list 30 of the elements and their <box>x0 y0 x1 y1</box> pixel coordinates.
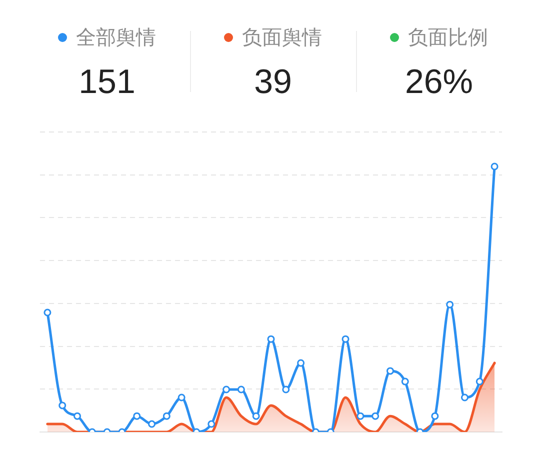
point <box>237 386 245 394</box>
point <box>342 335 350 343</box>
point <box>372 412 380 420</box>
point <box>297 359 305 367</box>
point <box>356 412 364 420</box>
point <box>460 394 468 402</box>
point <box>178 394 186 402</box>
point <box>162 412 170 420</box>
point <box>401 378 409 386</box>
point <box>44 308 52 316</box>
point <box>446 300 454 308</box>
point <box>431 412 439 420</box>
point <box>252 412 260 420</box>
point <box>133 412 141 420</box>
point <box>58 402 66 410</box>
point <box>222 386 230 394</box>
point <box>282 386 290 394</box>
point <box>476 378 484 386</box>
point <box>148 420 156 428</box>
data-label: 26% <box>404 62 474 102</box>
data-label: 39 <box>253 62 293 102</box>
category-label: 负面比例 <box>408 24 488 51</box>
point <box>74 412 82 420</box>
data-label: 151 <box>78 62 136 102</box>
point <box>208 420 216 428</box>
point <box>386 367 394 375</box>
point <box>490 162 498 170</box>
category-label: 全部舆情 <box>76 24 156 51</box>
point <box>267 335 275 343</box>
category-label: 负面舆情 <box>242 24 322 51</box>
